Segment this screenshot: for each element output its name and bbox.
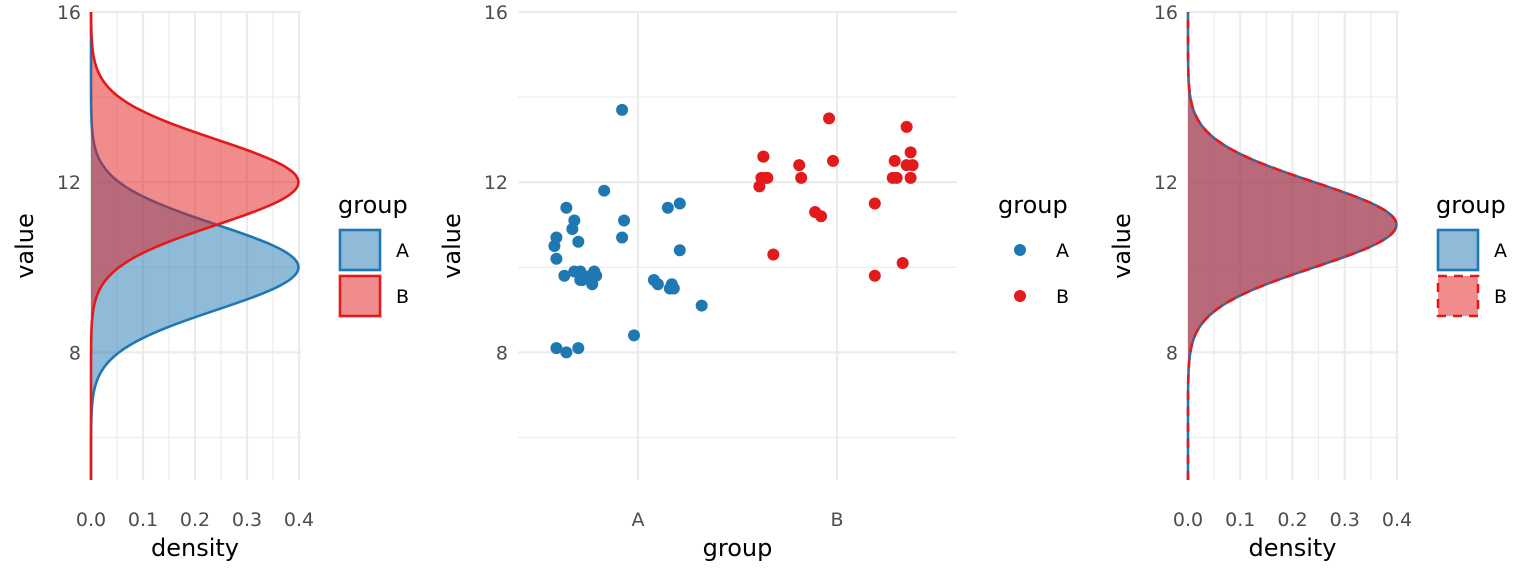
density-area-a (91, 12, 299, 480)
x-tick-label: 0.3 (1330, 509, 1360, 531)
x-axis-title: group (703, 534, 773, 562)
point-a (572, 342, 585, 355)
legend-key-a (338, 228, 382, 272)
point-a (665, 278, 678, 291)
y-tick-label: 12 (484, 172, 508, 194)
point-a (572, 235, 585, 248)
legend-title: group (1436, 191, 1506, 219)
y-tick-label: 8 (496, 342, 508, 364)
point-b (823, 112, 836, 125)
point-a (616, 231, 629, 244)
legend-title: group (998, 191, 1068, 219)
x-axis-title: density (1249, 534, 1337, 562)
point-b (900, 120, 913, 133)
y-tick-label: 16 (57, 2, 81, 24)
legend-title: group (338, 191, 408, 219)
point-b (904, 146, 917, 159)
y-tick-label: 8 (1166, 342, 1178, 364)
x-tick-label: 0.0 (76, 509, 106, 531)
point-a (560, 201, 573, 214)
point-a (586, 278, 599, 291)
point-a (550, 342, 563, 355)
point-a (574, 274, 587, 287)
point-a (628, 329, 641, 342)
point-a (673, 197, 686, 210)
legend-label-a: A (1494, 240, 1507, 262)
point-b (815, 210, 828, 223)
x-tick-label: A (632, 509, 645, 531)
point-a (574, 265, 587, 278)
point-a (598, 184, 611, 197)
legend-key-b (1014, 290, 1026, 302)
point-a (588, 265, 601, 278)
point-b (767, 248, 780, 261)
y-tick-label: 16 (484, 2, 508, 24)
point-a (618, 214, 631, 227)
point-b (793, 159, 806, 172)
y-tick-label: 12 (57, 172, 81, 194)
point-a (560, 346, 573, 359)
legend-label-b: B (396, 286, 409, 308)
point-a (568, 214, 581, 227)
y-tick-label: 8 (69, 342, 81, 364)
point-b (904, 171, 917, 184)
x-tick-label: 0.2 (1277, 509, 1307, 531)
x-tick-label: 0.2 (180, 509, 210, 531)
x-tick-label: 0.4 (1382, 509, 1412, 531)
point-a (558, 269, 571, 282)
point-a (673, 244, 686, 257)
y-axis-title: value (1108, 213, 1136, 279)
y-tick-label: 12 (1154, 172, 1178, 194)
point-b (888, 154, 901, 167)
x-tick-label: 0.0 (1173, 509, 1203, 531)
point-a (651, 278, 664, 291)
legend-label-a: A (396, 240, 409, 262)
point-b (795, 171, 808, 184)
x-tick-label: 0.4 (284, 509, 314, 531)
density-area-b (91, 12, 299, 480)
point-a (550, 231, 563, 244)
density-line-b (89, 11, 300, 480)
legend-label-a: A (1056, 240, 1069, 262)
point-b (827, 154, 840, 167)
point-a (695, 299, 708, 312)
point-b (868, 269, 881, 282)
point-a (661, 201, 674, 214)
point-b (896, 257, 909, 270)
x-tick-label: 0.1 (128, 509, 158, 531)
density-line-b (1186, 12, 1398, 480)
legend-key-b (1436, 274, 1480, 318)
x-axis-title: density (151, 534, 239, 562)
point-a (616, 103, 629, 116)
point-a (550, 252, 563, 265)
legend-key-b (338, 274, 382, 318)
x-tick-label: 0.1 (1225, 509, 1255, 531)
legend-key-a (1436, 228, 1480, 272)
y-axis-title: value (11, 213, 39, 279)
legend-label-b: B (1494, 286, 1507, 308)
y-tick-label: 16 (1154, 2, 1178, 24)
point-b (890, 171, 903, 184)
legend-label-b: B (1056, 286, 1069, 308)
density-area-b (1188, 12, 1397, 480)
point-b (759, 171, 772, 184)
x-tick-label: B (830, 509, 843, 531)
point-b (868, 197, 881, 210)
y-axis-title: value (438, 213, 466, 279)
point-b (906, 159, 919, 172)
x-tick-label: 0.3 (232, 509, 262, 531)
point-b (757, 150, 770, 163)
legend-key-a (1014, 244, 1026, 256)
